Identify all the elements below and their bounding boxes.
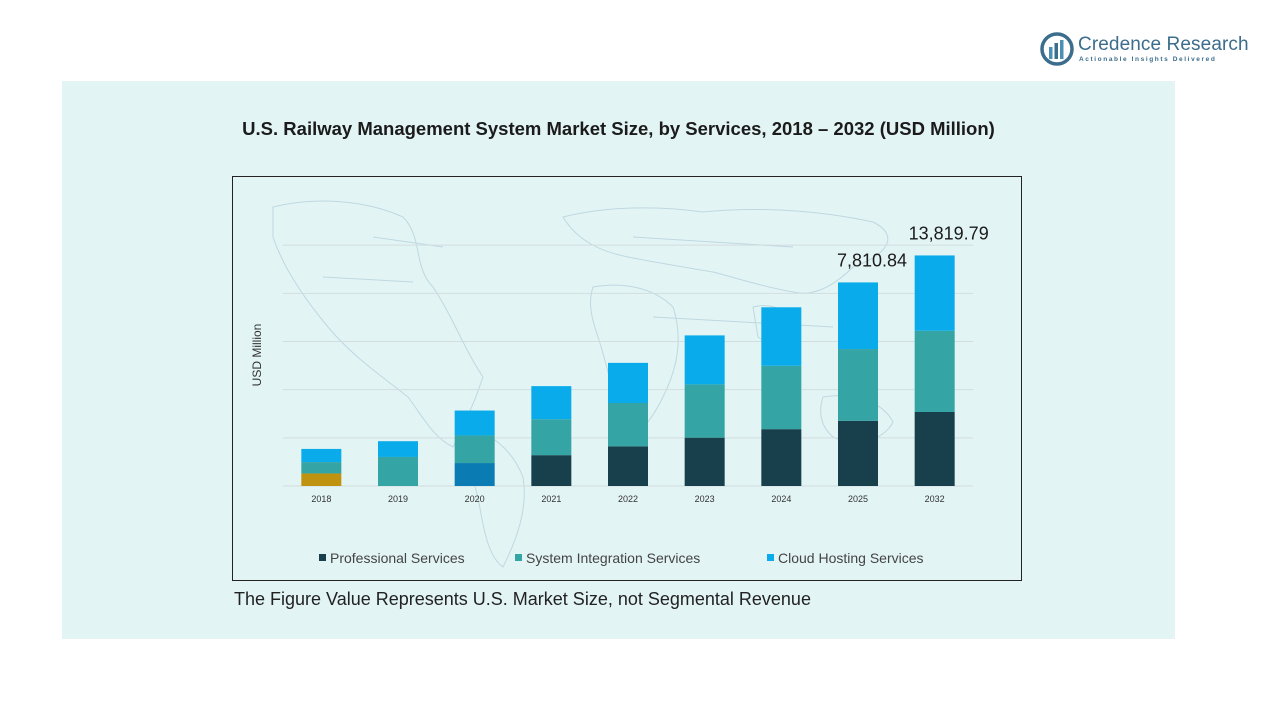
bar-2019-system-integration-services [378, 456, 418, 486]
brand-logo: Credence Research Actionable Insights De… [1040, 32, 1260, 68]
chart-panel [62, 81, 1175, 639]
bar-2025-cloud-hosting-services [838, 282, 878, 350]
x-tick-label: 2022 [618, 494, 638, 504]
bar-2022-system-integration-services [608, 402, 648, 447]
bar-2024-professional-services [761, 429, 802, 486]
bar-2032-cloud-hosting-services [914, 255, 955, 331]
bar-2024-system-integration-services [761, 365, 802, 430]
chart-title: U.S. Railway Management System Market Si… [242, 118, 995, 139]
bar-2018-system-integration-services [301, 462, 342, 474]
legend-swatch [767, 554, 774, 561]
legend-label: Professional Services [330, 550, 465, 566]
bar-2025-professional-services [838, 420, 878, 486]
x-tick-label: 2019 [388, 494, 408, 504]
chart-frame: 2018 2019 2020 2021 2022 2023 2024 2025 2032 7,8… [232, 176, 1022, 581]
bar-2023-cloud-hosting-services [684, 335, 725, 385]
bar-2020-cloud-hosting-services [454, 410, 495, 436]
brand-tagline: Actionable Insights Delivered [1079, 56, 1217, 63]
legend-swatch [319, 554, 326, 561]
bar-2019-cloud-hosting-services [378, 441, 418, 457]
bar-2018-professional-services [301, 473, 342, 486]
y-axis-label: USD Million [250, 324, 264, 387]
legend-label: Cloud Hosting Services [778, 550, 924, 566]
legend-swatch [515, 554, 522, 561]
bar-2021-system-integration-services [531, 419, 572, 456]
bars [301, 255, 955, 486]
bar-2023-professional-services [684, 437, 725, 486]
x-tick-label: 2032 [925, 494, 945, 504]
bar-2021-cloud-hosting-services [531, 386, 572, 420]
bar-2032-professional-services [914, 411, 955, 486]
bar-2022-cloud-hosting-services [608, 362, 648, 403]
legend-label: System Integration Services [526, 550, 700, 566]
x-tick-label: 2018 [311, 494, 331, 504]
data-label-2032: 13,819.79 [909, 223, 989, 243]
bar-2021-professional-services [531, 455, 572, 486]
bar-2020-professional-services [454, 463, 495, 486]
x-tick-label: 2024 [771, 494, 791, 504]
bar-2032-system-integration-services [914, 330, 955, 412]
bar-2023-system-integration-services [684, 384, 725, 438]
x-tick-label: 2020 [465, 494, 485, 504]
bar-2025-system-integration-services [838, 349, 878, 421]
x-tick-label: 2021 [541, 494, 561, 504]
bar-2018-cloud-hosting-services [301, 448, 342, 463]
bar-2024-cloud-hosting-services [761, 307, 802, 366]
x-axis-ticks: 2018 2019 2020 2021 2022 2023 2024 2025 2032 [311, 494, 944, 504]
x-tick-label: 2025 [848, 494, 868, 504]
x-tick-label: 2023 [695, 494, 715, 504]
footnote: The Figure Value Represents U.S. Market … [234, 589, 811, 609]
brand-name: Credence Research [1078, 34, 1249, 55]
bar-2022-professional-services [608, 446, 648, 486]
stacked-bar-chart: 2018 2019 2020 2021 2022 2023 2024 2025 2032 7,8… [250, 200, 989, 568]
data-label-2025: 7,810.84 [837, 250, 907, 270]
bar-2020-system-integration-services [454, 435, 495, 464]
credence-logo-icon [1040, 32, 1074, 66]
legend: Professional Services System Integration … [319, 550, 924, 566]
